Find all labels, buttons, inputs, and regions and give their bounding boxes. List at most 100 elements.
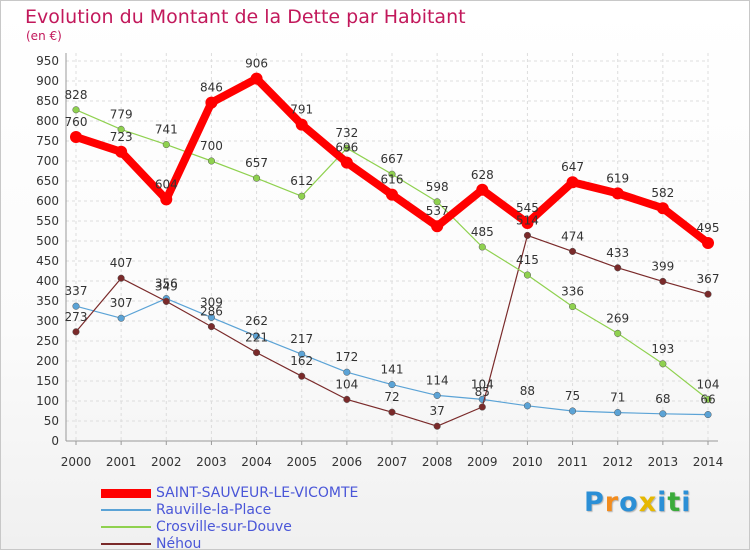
x-tick-label: 2000 bbox=[61, 455, 92, 469]
logo-letter: o bbox=[619, 487, 639, 518]
data-point bbox=[614, 329, 622, 337]
data-point bbox=[431, 220, 444, 233]
data-label: 732 bbox=[335, 126, 358, 140]
data-label: 485 bbox=[471, 225, 494, 239]
data-point bbox=[614, 264, 622, 272]
data-point bbox=[656, 202, 669, 215]
y-tick-label: 150 bbox=[36, 374, 59, 388]
data-label: 495 bbox=[697, 221, 720, 235]
data-point bbox=[253, 332, 261, 340]
data-point bbox=[340, 156, 353, 169]
grid-lines bbox=[66, 53, 709, 442]
y-tick-label: 400 bbox=[36, 274, 59, 288]
x-tick-label: 2001 bbox=[106, 455, 137, 469]
data-label: 545 bbox=[516, 201, 539, 215]
x-tick-label: 2003 bbox=[196, 455, 227, 469]
data-label: 828 bbox=[65, 88, 88, 102]
legend-swatch bbox=[101, 543, 151, 545]
data-label: 696 bbox=[335, 141, 358, 155]
data-label: 37 bbox=[430, 404, 445, 418]
data-point bbox=[388, 408, 396, 416]
data-point bbox=[433, 422, 441, 430]
legend-swatch bbox=[101, 489, 151, 498]
data-point bbox=[659, 410, 667, 418]
data-labels-layer: 760 723 604 846 906 791 696 616 537 628 545 647 619 5… bbox=[65, 57, 720, 419]
y-tick-label: 100 bbox=[36, 394, 59, 408]
data-label: 71 bbox=[610, 391, 625, 405]
data-point bbox=[569, 303, 577, 311]
data-label: 657 bbox=[245, 156, 268, 170]
y-tick-label: 950 bbox=[36, 54, 59, 68]
data-point bbox=[611, 187, 624, 200]
data-label: 433 bbox=[606, 246, 629, 260]
data-point bbox=[207, 313, 215, 321]
x-tick-label: 2009 bbox=[467, 455, 498, 469]
x-tick-label: 2002 bbox=[151, 455, 182, 469]
series-layer bbox=[70, 72, 714, 430]
legend-label: Néhou bbox=[156, 536, 202, 552]
data-point bbox=[117, 274, 125, 282]
logo-letter: i bbox=[681, 487, 692, 518]
y-tick-label: 250 bbox=[36, 334, 59, 348]
data-label: 141 bbox=[381, 363, 404, 377]
data-point bbox=[704, 395, 712, 403]
data-label: 779 bbox=[110, 107, 133, 121]
data-label: 273 bbox=[65, 310, 88, 324]
data-label: 598 bbox=[426, 180, 449, 194]
data-point bbox=[115, 145, 128, 158]
data-label: 75 bbox=[565, 389, 580, 403]
data-label: 85 bbox=[475, 385, 490, 399]
data-label: 72 bbox=[384, 390, 399, 404]
y-tick-label: 200 bbox=[36, 354, 59, 368]
data-label: 114 bbox=[426, 373, 449, 387]
y-tick-label: 750 bbox=[36, 134, 59, 148]
data-label: 399 bbox=[651, 259, 674, 273]
y-tick-label: 800 bbox=[36, 114, 59, 128]
data-point bbox=[117, 314, 125, 322]
data-point bbox=[343, 395, 351, 403]
data-label: 349 bbox=[155, 279, 178, 293]
x-tick-label: 2013 bbox=[648, 455, 679, 469]
data-label: 309 bbox=[200, 295, 223, 309]
data-point bbox=[207, 323, 215, 331]
data-label: 172 bbox=[335, 350, 358, 364]
x-tick-label: 2006 bbox=[332, 455, 363, 469]
data-label: 760 bbox=[65, 115, 88, 129]
data-label: 604 bbox=[155, 177, 178, 191]
data-label: 104 bbox=[335, 377, 358, 391]
data-label: 628 bbox=[471, 168, 494, 182]
data-point bbox=[343, 368, 351, 376]
x-tick-label: 2005 bbox=[286, 455, 317, 469]
data-point bbox=[614, 409, 622, 417]
data-label: 514 bbox=[516, 213, 539, 227]
data-label: 700 bbox=[200, 139, 223, 153]
data-point bbox=[659, 360, 667, 368]
data-label: 537 bbox=[426, 204, 449, 218]
data-label: 474 bbox=[561, 229, 584, 243]
legend-label: SAINT-SAUVEUR-LE-VICOMTE bbox=[156, 485, 359, 501]
x-tick-label: 2007 bbox=[377, 455, 408, 469]
data-point bbox=[523, 271, 531, 279]
data-point bbox=[298, 192, 306, 200]
x-tick-label: 2014 bbox=[693, 455, 724, 469]
data-label: 647 bbox=[561, 160, 584, 174]
data-point bbox=[476, 183, 489, 196]
data-point bbox=[523, 231, 531, 239]
data-label: 741 bbox=[155, 123, 178, 137]
data-label: 846 bbox=[200, 81, 223, 95]
data-label: 367 bbox=[697, 272, 720, 286]
logo-letter: P bbox=[584, 487, 605, 518]
x-tick-label: 2010 bbox=[512, 455, 543, 469]
logo-letter: r bbox=[604, 487, 620, 518]
x-tick-label: 2011 bbox=[557, 455, 588, 469]
x-tick-label: 2004 bbox=[241, 455, 272, 469]
data-point bbox=[298, 372, 306, 380]
data-point bbox=[433, 198, 441, 206]
data-point bbox=[72, 302, 80, 310]
data-label: 221 bbox=[245, 331, 268, 345]
data-label: 162 bbox=[290, 354, 313, 368]
y-tick-label: 650 bbox=[36, 174, 59, 188]
data-label: 66 bbox=[700, 393, 715, 407]
data-label: 104 bbox=[697, 377, 720, 391]
data-point bbox=[478, 403, 486, 411]
